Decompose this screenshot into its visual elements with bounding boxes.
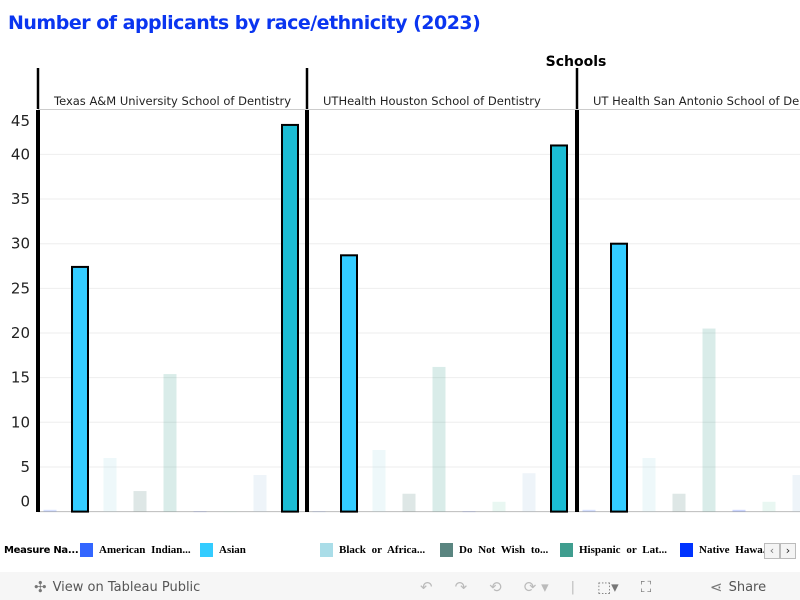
legend-swatch <box>440 543 453 557</box>
y-tick-label: 30 <box>11 235 30 253</box>
bar-chart: Schools 0 5 10 15 20 25 30 35 40 45 Texas A&M Unive… <box>11 54 800 513</box>
legend-label: Do Not Wish to... <box>459 544 549 556</box>
chart-title: Number of applicants by race/ethnicity (… <box>8 12 481 34</box>
legend-item[interactable]: American Indian... <box>80 543 191 557</box>
legend-scroll-controls: ‹ › <box>764 543 796 559</box>
y-tick-label: 10 <box>11 413 30 431</box>
column-header: Schools <box>546 54 607 70</box>
redo-icon[interactable]: ↷ <box>454 578 468 596</box>
bar <box>792 474 800 512</box>
legend-label: American Indian... <box>99 544 191 556</box>
tableau-logo-icon: ✣ <box>34 578 47 596</box>
legend: Measure Na... American Indian... Asian Bla… <box>0 540 800 564</box>
undo-icon[interactable]: ↶ <box>420 578 433 596</box>
bar <box>133 491 147 512</box>
share-label: Share <box>728 579 767 595</box>
y-tick-label: 40 <box>11 145 30 163</box>
bar <box>610 242 628 513</box>
bar <box>402 493 416 512</box>
bar <box>43 509 57 512</box>
legend-label: Hispanic or Lat... <box>579 544 668 556</box>
share-icon: ⋖ <box>710 578 723 596</box>
download-dropdown-icon[interactable]: ⬚▾ <box>597 578 619 596</box>
bar <box>163 374 177 512</box>
refresh-dropdown-icon[interactable]: ⟳ ▾ <box>523 578 549 596</box>
legend-item[interactable]: Do Not Wish to... <box>440 543 548 557</box>
y-tick-label: 45 <box>11 112 30 130</box>
panel-header: UT Health San Antonio School of Dentistr… <box>593 94 800 108</box>
y-tick-label: 20 <box>11 324 30 342</box>
bar <box>702 328 716 512</box>
legend-scroll-right-button[interactable]: › <box>780 543 796 559</box>
legend-swatch <box>560 543 573 557</box>
y-tick-label: 25 <box>11 279 30 297</box>
bar <box>103 458 117 512</box>
bar <box>732 509 746 512</box>
legend-title: Measure Na... <box>4 545 79 556</box>
bar <box>550 144 568 513</box>
bar <box>672 493 686 512</box>
legend-swatch <box>80 543 93 557</box>
bar <box>281 123 299 513</box>
bar <box>762 501 776 512</box>
bar <box>522 473 536 512</box>
bar <box>432 366 446 512</box>
y-tick-label: 0 <box>20 493 30 511</box>
bar <box>372 449 386 512</box>
panel-header: UTHealth Houston School of Dentistry <box>323 94 541 108</box>
share-button[interactable]: ⋖ Share <box>710 578 766 596</box>
legend-scroll-left-button[interactable]: ‹ <box>764 543 780 559</box>
toolbar-divider: | <box>570 579 575 595</box>
legend-label: Native Hawa... <box>699 544 772 556</box>
y-tick-label: 5 <box>20 458 30 476</box>
panel-header: Texas A&M University School of Dentistry <box>53 94 291 108</box>
toolbar-actions: ↶ ↷ ⟲ ⟳ ▾ | ⬚▾ ⛶ <box>420 578 651 596</box>
bar <box>71 265 89 513</box>
legend-item[interactable]: Native Hawa... <box>680 543 771 557</box>
bar <box>492 501 506 512</box>
bar <box>340 254 358 513</box>
legend-label: Asian <box>219 544 246 556</box>
tableau-toolbar: ✣ View on Tableau Public ↶ ↷ ⟲ ⟳ ▾ | ⬚▾ … <box>0 572 800 600</box>
legend-item[interactable]: Black or Africa... <box>320 543 425 557</box>
legend-swatch <box>320 543 333 557</box>
view-on-tableau-public-link[interactable]: ✣ View on Tableau Public <box>34 578 200 596</box>
y-tick-label: 15 <box>11 369 30 387</box>
legend-item[interactable]: Asian <box>200 543 246 557</box>
fullscreen-icon[interactable]: ⛶ <box>640 578 652 596</box>
legend-label: Black or Africa... <box>339 544 426 556</box>
bar <box>642 458 656 512</box>
bar <box>253 474 267 512</box>
revert-icon[interactable]: ⟲ <box>489 578 502 596</box>
legend-swatch <box>200 543 213 557</box>
legend-swatch <box>680 543 693 557</box>
y-tick-label: 35 <box>11 190 30 208</box>
view-on-tableau-label: View on Tableau Public <box>52 579 201 595</box>
bar <box>582 509 596 512</box>
legend-item[interactable]: Hispanic or Lat... <box>560 543 667 557</box>
